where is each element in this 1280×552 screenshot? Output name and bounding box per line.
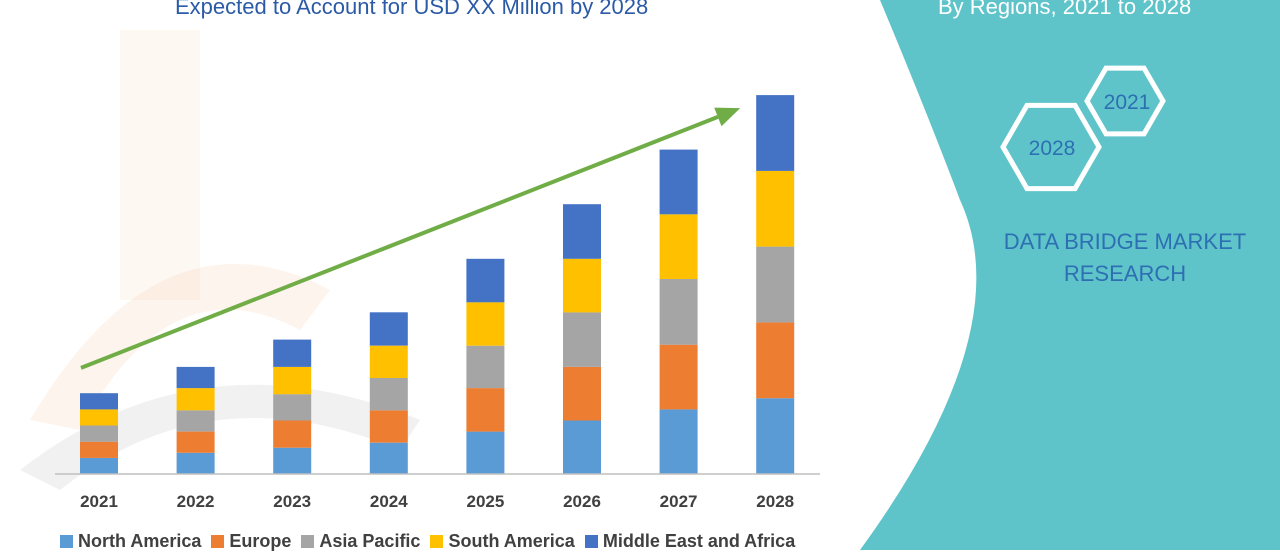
bar-2022-series-4	[176, 366, 215, 389]
legend-swatch-2	[301, 534, 315, 548]
panel-title: By Regions, 2021 to 2028	[938, 0, 1192, 19]
bar-2028-series-3	[756, 170, 795, 247]
stacked-bar-chart: 2021 2022 2023 2024 2025 2026 2027 2028	[55, 95, 820, 511]
x-tick-label-2027: 2027	[660, 492, 698, 511]
x-tick-label-2025: 2025	[466, 492, 504, 511]
x-tick-label-2026: 2026	[563, 492, 601, 511]
bar-2026-series-4	[563, 204, 601, 259]
bar-2024-series-1	[369, 410, 408, 443]
bar-2022-series-3	[176, 388, 215, 411]
x-tick-label-2022: 2022	[177, 492, 215, 511]
bar-2023-series-2	[273, 394, 312, 421]
legend-label-2: Asia Pacific	[319, 530, 421, 551]
bar-2023-series-0	[273, 447, 312, 474]
watermark-orange-arc	[30, 263, 330, 430]
watermark-orange-mark	[120, 30, 200, 300]
bar-2026-series-2	[563, 312, 601, 367]
bar-2026-series-0	[563, 420, 601, 474]
bar-2028-series-0	[756, 398, 795, 474]
bar-2023-series-4	[273, 339, 312, 367]
bar-2027-series-2	[659, 279, 698, 345]
legend-label-0: North America	[78, 530, 202, 551]
bar-2021-series-0	[80, 457, 118, 474]
legend-item-1: Europe	[211, 531, 291, 552]
bar-2028-series-1	[756, 322, 795, 399]
bar-2026-series-3	[563, 258, 601, 313]
legend-swatch-1	[211, 534, 225, 548]
x-tick-label-2021: 2021	[80, 492, 118, 511]
bar-2023-series-1	[273, 420, 312, 448]
hexagon-front	[1000, 102, 1102, 192]
bar-2021-series-3	[80, 409, 118, 426]
bar-2025-series-3	[466, 302, 505, 346]
legend-label-3: South America	[448, 530, 575, 551]
bar-2024-series-2	[369, 378, 408, 411]
legend-item-2: Asia Pacific	[301, 531, 420, 552]
bar-2027-series-1	[659, 344, 698, 410]
bar-2025-series-4	[466, 258, 505, 303]
bar-2024-series-0	[369, 442, 408, 474]
bar-2028-series-2	[756, 246, 795, 323]
bar-2021-series-1	[80, 441, 118, 458]
watermark-logo	[20, 30, 420, 490]
bar-2023-series-3	[273, 366, 312, 395]
bar-2021-series-2	[80, 425, 118, 442]
brand-line-1: DATA BRIDGE MARKET	[1003, 229, 1247, 254]
bar-2022-series-0	[176, 452, 215, 474]
watermark-gray-arc	[20, 384, 420, 490]
year-hexagons: 2021 2028	[1000, 65, 1166, 192]
brand-name: DATA BRIDGE MARKET RESEARCH	[985, 226, 1265, 290]
bar-2027-series-0	[659, 409, 698, 474]
x-tick-label-2028: 2028	[756, 492, 794, 511]
trend-arrow-shaft	[80, 115, 719, 370]
bar-2021-series-4	[80, 393, 118, 410]
hexagon-back	[1084, 65, 1166, 137]
bar-2025-series-2	[466, 345, 505, 389]
legend-swatch-3	[430, 534, 444, 548]
bar-2025-series-1	[466, 388, 505, 432]
brand-line-2: RESEARCH	[1063, 261, 1187, 286]
chart-title: Expected to Account for USD XX Million b…	[175, 0, 649, 19]
bar-2026-series-1	[563, 366, 601, 421]
bar-2024-series-3	[369, 345, 408, 378]
x-tick-label-2024: 2024	[370, 492, 408, 511]
legend-label-4: Middle East and Africa	[602, 530, 796, 551]
bar-2027-series-4	[659, 149, 698, 215]
legend-swatch-4	[584, 534, 598, 548]
bar-2028-series-4	[756, 95, 795, 171]
legend-item-0: North America	[60, 531, 201, 552]
hexagon-front-label: 2028	[1029, 137, 1076, 160]
bar-2022-series-2	[176, 410, 215, 432]
bar-2025-series-0	[466, 431, 505, 474]
legend-item-3: South America	[430, 530, 575, 552]
bar-2022-series-1	[176, 431, 215, 453]
legend-item-4: Middle East and Africa	[584, 530, 796, 552]
teal-side-panel	[860, 0, 1280, 550]
trend-arrow-head	[714, 107, 741, 127]
bar-2024-series-4	[369, 312, 408, 346]
chart-legend: North America Europe Asia Pacific South Ame…	[60, 530, 795, 552]
hexagon-back-label: 2021	[1104, 91, 1151, 114]
bar-2027-series-3	[659, 214, 698, 279]
legend-swatch-0	[60, 534, 73, 548]
x-tick-label-2023: 2023	[273, 492, 311, 511]
legend-label-1: Europe	[229, 530, 292, 551]
